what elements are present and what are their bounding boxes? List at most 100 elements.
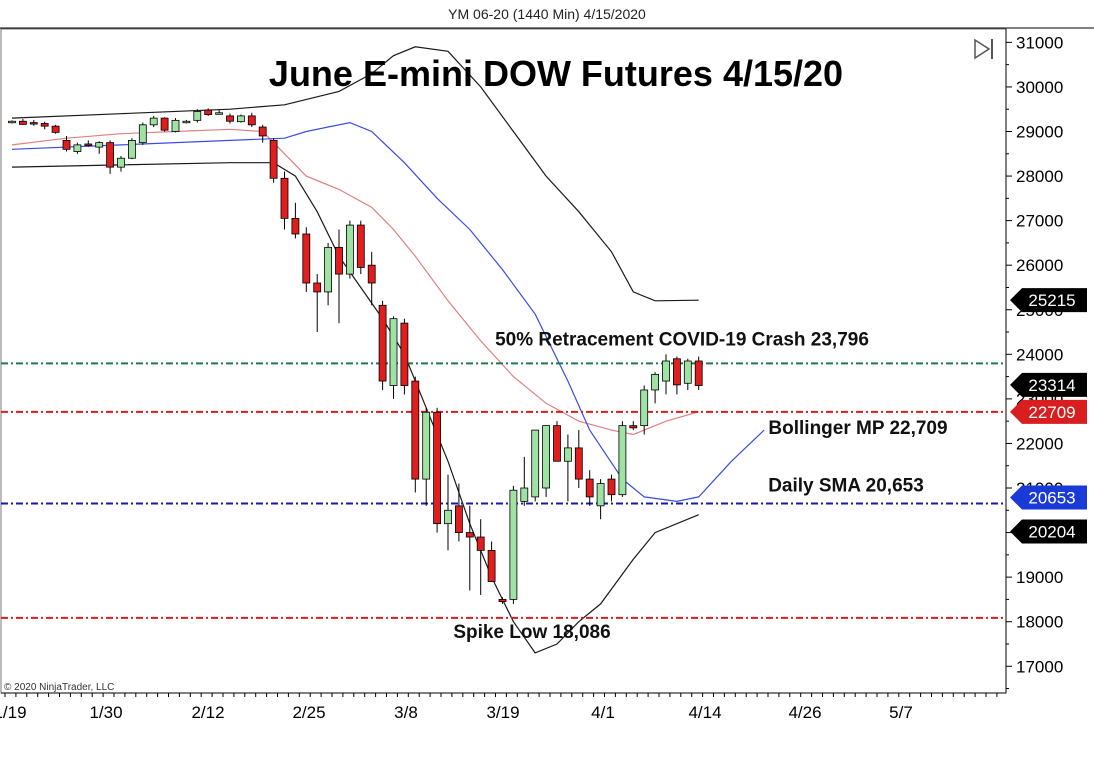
bollinger-upper-line: [11, 46, 699, 302]
candle: [291, 202, 300, 239]
candle-body: [95, 142, 104, 148]
level-label-0: 50% Retracement COVID-19 Crash 23,796: [495, 329, 869, 350]
candle-body: [40, 123, 49, 127]
price-badges: 25215 23314 22709 20653 20204: [1010, 288, 1087, 544]
candle-body: [149, 117, 158, 126]
level-label-1: Bollinger MP 22,709: [768, 418, 947, 439]
candle-body: [378, 304, 387, 382]
candle-body: [356, 224, 365, 268]
candle-body: [73, 144, 82, 152]
price-badge-label: 25215: [1028, 291, 1075, 310]
candle-body: [291, 217, 300, 235]
candle: [564, 434, 572, 502]
candle-body: [313, 282, 322, 293]
candle: [487, 541, 496, 582]
candle: [40, 121, 49, 130]
y-axis: 1700018000190002000021000220002300024000…: [1006, 33, 1063, 690]
price-badge-20653: 20653: [1010, 485, 1087, 510]
price-badge-label: 20653: [1028, 488, 1075, 507]
x-tick-label: 2/12: [191, 703, 224, 722]
candle: [226, 113, 234, 124]
y-tick-label: 17000: [1016, 657, 1063, 676]
candle: [149, 115, 158, 128]
candle-body: [454, 505, 463, 533]
candle: [683, 358, 692, 390]
candle-body: [444, 509, 452, 525]
price-badge-bg: [1010, 485, 1087, 510]
candle-body: [51, 125, 60, 133]
candle-body: [215, 112, 224, 115]
candle-body: [8, 120, 16, 124]
candle: [204, 108, 213, 116]
candle: [411, 376, 420, 493]
candle: [509, 485, 518, 604]
candle: [574, 430, 583, 489]
candle: [215, 110, 224, 115]
candle-body: [596, 483, 605, 507]
y-tick-label: 30000: [1016, 78, 1063, 97]
candle: [335, 229, 343, 324]
candle: [454, 483, 463, 542]
x-tick-label: 4/1: [591, 703, 615, 722]
candle: [422, 407, 431, 506]
price-badge-25215: 25215: [1010, 288, 1087, 313]
scroll-to-end-icon[interactable]: [974, 38, 993, 60]
candle: [553, 421, 561, 462]
candle: [378, 300, 387, 390]
price-badge-bg: [1010, 399, 1087, 424]
bollinger-mid-line: [11, 128, 699, 436]
candle-body: [607, 478, 616, 496]
candle: [8, 120, 16, 124]
candle: [193, 109, 202, 123]
candle-body: [683, 360, 692, 384]
copyright: © 2020 NinjaTrader, LLC: [4, 682, 114, 693]
candle: [673, 356, 681, 395]
candle-body: [520, 487, 529, 502]
candle: [389, 316, 398, 399]
candle: [324, 242, 333, 306]
candle-body: [662, 360, 670, 382]
candle: [51, 124, 60, 134]
x-tick-label: 3/8: [394, 703, 418, 722]
candle-body: [629, 425, 638, 429]
price-badge-bg: [1010, 519, 1087, 544]
candle-body: [367, 264, 376, 284]
candle-body: [585, 478, 594, 498]
candle-body: [640, 389, 649, 427]
price-badge-label: 22709: [1028, 403, 1075, 422]
candle: [95, 141, 104, 154]
candlesticks: [8, 108, 703, 604]
candle: [302, 227, 311, 292]
candle: [444, 474, 452, 551]
candle: [542, 425, 550, 497]
candle: [160, 117, 169, 132]
candle-body: [182, 120, 191, 124]
candle-body: [400, 322, 409, 386]
candle-body: [138, 124, 147, 144]
candle-body: [258, 126, 267, 137]
x-tick-label: 3/19: [486, 703, 519, 722]
candle-body: [465, 532, 474, 538]
x-tick-label: 4/14: [688, 703, 721, 722]
candle-body: [302, 233, 311, 284]
candle: [269, 138, 278, 183]
candle-body: [160, 117, 169, 131]
candle-body: [487, 549, 496, 582]
candle-body: [564, 447, 572, 462]
price-badge-bg: [1010, 288, 1087, 313]
y-tick-label: 18000: [1016, 613, 1063, 632]
y-tick-label: 26000: [1016, 256, 1063, 275]
candle: [520, 456, 529, 506]
candle: [138, 122, 147, 145]
x-tick-label: 1/30: [89, 703, 122, 722]
candle: [585, 470, 594, 506]
level-label-3: Spike Low 18,086: [453, 622, 610, 643]
candle: [356, 220, 365, 275]
candle: [400, 318, 409, 395]
y-tick-label: 24000: [1016, 345, 1063, 364]
candle: [465, 505, 474, 591]
y-tick-label: 29000: [1016, 122, 1063, 141]
candle: [18, 119, 27, 125]
candle-body: [324, 246, 333, 293]
candle: [629, 421, 638, 431]
